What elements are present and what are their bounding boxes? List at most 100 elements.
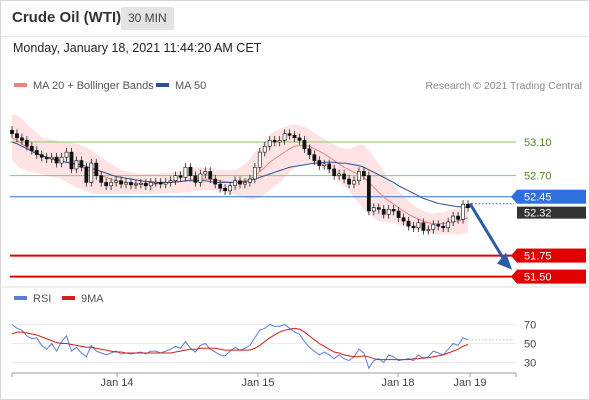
candle-body-37 [193,175,198,183]
x-tick-label-3: Jan 18 [381,377,414,389]
candle-body-35 [183,166,188,178]
candle-body-79 [401,217,406,222]
instrument-title: Crude Oil (WTI) [12,9,122,26]
candle-body-39 [203,171,208,175]
candle-body-11 [64,151,69,158]
level-label-1: 53.10 [524,137,552,149]
candle-body-73 [371,207,376,212]
legend-swatch-ma50 [156,83,169,88]
legend-swatch-9ma [62,296,75,301]
candle-body-60 [307,148,312,155]
candle-body-10 [59,156,64,164]
candle-body-50 [257,151,262,168]
level-label-3: 52.45 [524,192,552,204]
candle-body-6 [39,154,44,158]
candle-body-41 [213,178,218,185]
candle-body-54 [277,140,282,143]
candle-body-64 [327,163,332,170]
level-tag-arrow-4 [511,248,517,263]
level-tag-5 [517,269,586,284]
legend-label-ma50: MA 50 [175,80,207,92]
candle-body-36 [188,166,193,176]
candle-body-28 [148,182,153,187]
candle-body-89 [451,215,456,223]
candle-body-86 [436,224,441,227]
candle-body-84 [426,229,431,231]
candle-body-46 [238,180,242,185]
candle-body-21 [114,180,118,183]
legend-rsi: RSI [14,293,51,305]
x-tick-label-1: Jan 14 [100,377,133,389]
candle-body-58 [297,137,302,141]
candle-body-40 [208,171,213,180]
candle-body-24 [129,182,133,186]
candle-body-17 [94,162,99,176]
candle-body-43 [223,187,228,192]
candle-body-42 [218,183,223,189]
candle-body-76 [386,209,391,215]
candle-body-13 [74,160,79,170]
candle-body-74 [376,207,381,210]
candle-body-19 [104,182,109,187]
candle-body-75 [381,209,386,215]
candle-body-23 [124,182,128,185]
candle-body-78 [396,210,401,219]
candle-body-9 [54,156,59,164]
candle-body-51 [262,145,267,153]
candle-body-49 [252,166,257,180]
candle-body-66 [337,173,342,176]
candle-body-1 [15,133,19,139]
level-tag-4 [517,248,586,263]
candle-body-31 [163,182,168,185]
legend-ma-bollinger: MA 20 + Bollinger Bands [14,80,154,92]
candle-body-57 [292,135,297,139]
candle-body-77 [391,209,396,212]
legend-label-ma20: MA 20 + Bollinger Bands [33,80,154,92]
candle-body-52 [267,140,272,147]
legend-ma50: MA 50 [156,80,206,92]
rsi-tick-label-30: 30 [524,358,536,370]
candle-body-68 [347,178,351,185]
candle-body-47 [243,182,247,185]
x-tick-label-4: Jan 19 [453,377,486,389]
candle-body-14 [79,160,84,168]
x-tick-label-2: Jan 15 [241,377,274,389]
candle-body-18 [99,175,104,183]
candle-body-33 [173,175,178,182]
candle-body-62 [317,160,322,166]
timeframe-badge[interactable]: 30 MIN [121,7,174,30]
last-price-label: 52.32 [524,208,552,220]
candle-body-90 [456,215,460,220]
candle-body-38 [198,173,203,183]
candle-body-59 [302,140,307,150]
candle-body-4 [29,145,34,151]
copyright-label: Research © 2021 Trading Central [425,80,582,92]
legend-9ma: 9MA [62,293,104,305]
candle-body-26 [138,182,143,185]
candle-body-7 [44,156,49,160]
candle-body-3 [24,140,29,147]
rsi-9ma-line [11,327,469,361]
candle-body-45 [233,180,237,187]
candle-body-53 [272,140,277,143]
candle-body-56 [287,133,292,136]
candle-body-25 [134,183,138,186]
rsi-tick-label-50: 50 [524,339,536,351]
level-label-2: 52.70 [524,171,552,183]
candle-body-8 [49,156,54,160]
candle-body-87 [441,225,446,229]
candle-body-34 [178,175,183,178]
candle-body-67 [342,173,346,180]
candle-body-72 [366,175,371,212]
candle-body-32 [168,180,173,183]
datetime-label: Monday, January 18, 2021 11:44:20 AM CET [13,41,262,55]
forecast-arrow-shaft [468,202,506,261]
candle-body-82 [416,222,421,229]
level-label-5: 51.50 [524,272,552,284]
candle-body-65 [332,168,337,176]
candle-body-85 [431,224,436,230]
candle-body-12 [69,151,74,170]
candle-body-0 [10,129,14,134]
rsi-tick-label-70: 70 [524,320,536,332]
